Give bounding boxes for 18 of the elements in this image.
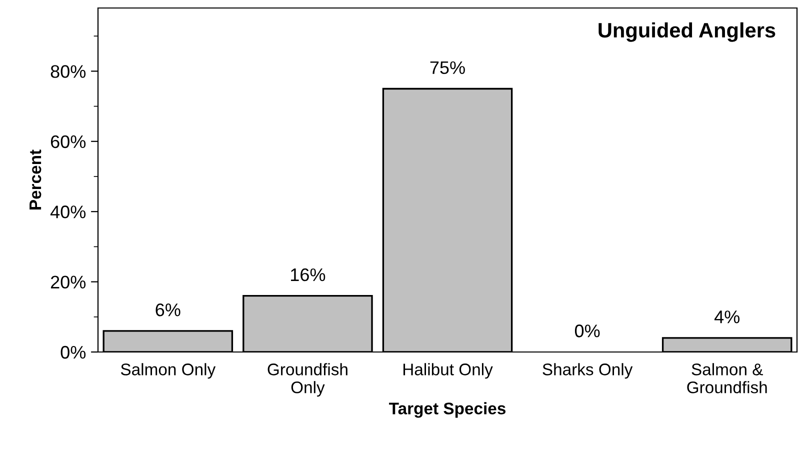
x-tick-label: Groundfish Only bbox=[268, 363, 348, 397]
data-label: 4% bbox=[714, 310, 740, 324]
y-tick-label: 20% bbox=[50, 276, 86, 289]
y-tick-label: 0% bbox=[60, 346, 86, 359]
data-label: 16% bbox=[291, 268, 326, 282]
text: Unguided Anglers bbox=[598, 22, 776, 42]
y-tick-label: 40% bbox=[50, 206, 86, 218]
data-label: 6% bbox=[156, 303, 180, 316]
x-axis-title: Target Species bbox=[389, 402, 506, 418]
x-tick-label: Sharks Only bbox=[542, 363, 633, 379]
x-tick-label: Salmon Only bbox=[120, 363, 216, 379]
y-axis-title: Percent bbox=[30, 150, 42, 210]
x-tick-label: Halibut Only bbox=[403, 363, 493, 379]
data-label: 0% bbox=[574, 324, 600, 338]
data-label: 75% bbox=[430, 61, 465, 74]
x-tick-label: Salmon & Groundfish bbox=[687, 363, 767, 394]
y-tick-label: 60% bbox=[50, 135, 86, 148]
y-tick-label: 80% bbox=[50, 65, 86, 78]
